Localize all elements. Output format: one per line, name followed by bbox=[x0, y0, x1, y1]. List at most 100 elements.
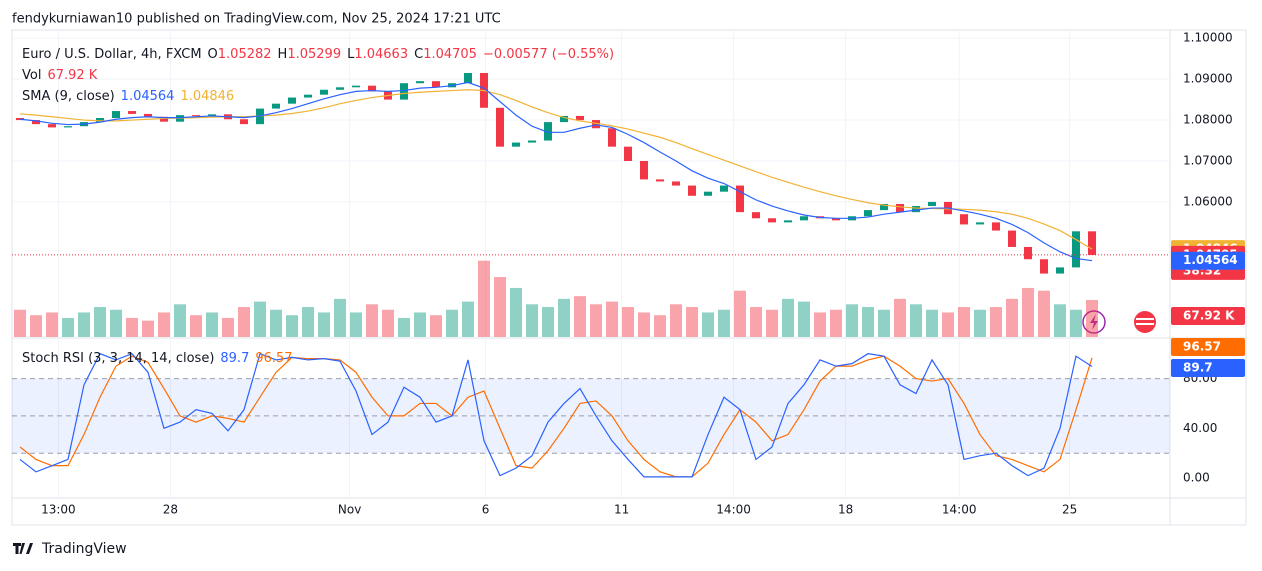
candle-body bbox=[832, 218, 840, 221]
price-tag-text: 96.57 bbox=[1183, 340, 1221, 354]
price-tag bbox=[1171, 359, 1245, 377]
volume-bar bbox=[654, 315, 666, 337]
candle-body bbox=[400, 83, 408, 100]
candle-body bbox=[48, 124, 56, 128]
legend-item: 89.7 bbox=[220, 351, 249, 366]
candle-body bbox=[528, 140, 536, 143]
x-tick-label: 18 bbox=[838, 503, 853, 517]
candle-body bbox=[272, 103, 280, 109]
volume-bar bbox=[366, 304, 378, 337]
publisher: fendykurniawan10 published on TradingVie… bbox=[12, 12, 501, 27]
legend-item: 1.05299 bbox=[287, 47, 341, 62]
candle-body bbox=[624, 146, 632, 161]
legend-row: Vol 67.92 K bbox=[22, 68, 98, 83]
candle-body bbox=[32, 120, 40, 125]
legend-item: 96.57 bbox=[255, 351, 292, 366]
volume-bar bbox=[894, 298, 906, 337]
volume-bar bbox=[638, 312, 650, 337]
candle-body bbox=[112, 111, 120, 119]
volume-bar bbox=[1022, 287, 1034, 337]
candle-body bbox=[544, 122, 552, 141]
candle-body bbox=[208, 114, 216, 116]
volume-bar bbox=[1070, 309, 1082, 337]
volume-bar bbox=[382, 309, 394, 337]
candle-body bbox=[880, 203, 888, 211]
candle-body bbox=[912, 206, 920, 213]
volume-bar bbox=[446, 309, 458, 337]
candle-body bbox=[752, 212, 760, 219]
candle-body bbox=[576, 115, 584, 121]
volume-bar bbox=[958, 307, 970, 337]
candle-body bbox=[560, 115, 568, 123]
volume-bar bbox=[990, 307, 1002, 337]
volume-bar bbox=[334, 298, 346, 337]
volume-bar bbox=[1006, 298, 1018, 337]
volume-bar bbox=[350, 312, 362, 337]
candle-body bbox=[192, 115, 200, 117]
volume-bar bbox=[142, 320, 154, 337]
flag-icon bbox=[1134, 311, 1156, 333]
legend-item: O bbox=[208, 47, 218, 62]
price-tag bbox=[1171, 307, 1245, 325]
volume-bar bbox=[622, 307, 634, 337]
flag-stripe bbox=[1136, 323, 1154, 325]
price-tag-text: 89.7 bbox=[1183, 361, 1213, 375]
candle-body bbox=[368, 85, 376, 92]
stoch-k-line bbox=[19, 352, 1093, 478]
x-tick-label: 14:00 bbox=[942, 503, 977, 517]
legend-item: Stoch RSI (3, 3, 14, 14, close) bbox=[22, 351, 214, 366]
stoch-tick-label: 40.00 bbox=[1183, 421, 1217, 435]
y-tick-label: 1.09000 bbox=[1183, 72, 1233, 86]
legend-item: 1.04564 bbox=[121, 89, 175, 104]
candle-body bbox=[1040, 259, 1048, 274]
candle-body bbox=[240, 119, 248, 125]
volume-bar bbox=[766, 309, 778, 337]
candle-body bbox=[1056, 267, 1064, 274]
legend-item: C bbox=[414, 47, 423, 62]
candle-body bbox=[896, 203, 904, 213]
candle-body bbox=[608, 128, 616, 147]
candle-body bbox=[688, 185, 696, 196]
candle-body bbox=[1024, 246, 1032, 260]
volume-bar bbox=[942, 312, 954, 337]
flag-stripe bbox=[1136, 318, 1154, 320]
candle-body bbox=[1088, 231, 1096, 255]
x-tick-label: 13:00 bbox=[41, 503, 76, 517]
volume-bar bbox=[670, 304, 682, 337]
volume-bar bbox=[862, 307, 874, 337]
candle-body bbox=[864, 210, 872, 217]
volume-bar bbox=[398, 317, 410, 337]
candle-body bbox=[336, 87, 344, 90]
y-tick-label: 1.08000 bbox=[1183, 113, 1233, 127]
x-tick-label: 6 bbox=[482, 503, 490, 517]
volume-bar bbox=[414, 312, 426, 337]
volume-bar bbox=[590, 304, 602, 337]
volume-bar bbox=[558, 298, 570, 337]
candle-body bbox=[736, 185, 744, 213]
candle-body bbox=[144, 113, 152, 117]
legend-item: 67.92 K bbox=[47, 68, 97, 83]
volume-bar bbox=[478, 260, 490, 337]
volume-bar bbox=[734, 290, 746, 337]
legend-item: 1.05282 bbox=[218, 47, 272, 62]
stoch-tick-label: 0.00 bbox=[1183, 471, 1210, 485]
volume-bar bbox=[718, 309, 730, 337]
chart-frame bbox=[11, 29, 1247, 526]
candle-body bbox=[704, 191, 712, 196]
candle-body bbox=[352, 85, 360, 88]
volume-bar bbox=[110, 309, 122, 337]
candle-body bbox=[976, 222, 984, 225]
volume-bar bbox=[526, 304, 538, 337]
volume-bar bbox=[222, 317, 234, 337]
x-tick-label: 14:00 bbox=[716, 503, 751, 517]
candle-body bbox=[672, 181, 680, 186]
candle-body bbox=[96, 118, 104, 123]
volume-bar bbox=[206, 312, 218, 337]
footer-text: TradingView bbox=[41, 541, 127, 557]
legend-row: Euro / U.S. Dollar, 4h, FXCM O1.05282 H1.0… bbox=[22, 47, 614, 62]
volume-bar bbox=[798, 301, 810, 337]
volume-bar bbox=[158, 312, 170, 337]
volume-bar bbox=[126, 317, 138, 337]
volume-bar bbox=[318, 312, 330, 337]
